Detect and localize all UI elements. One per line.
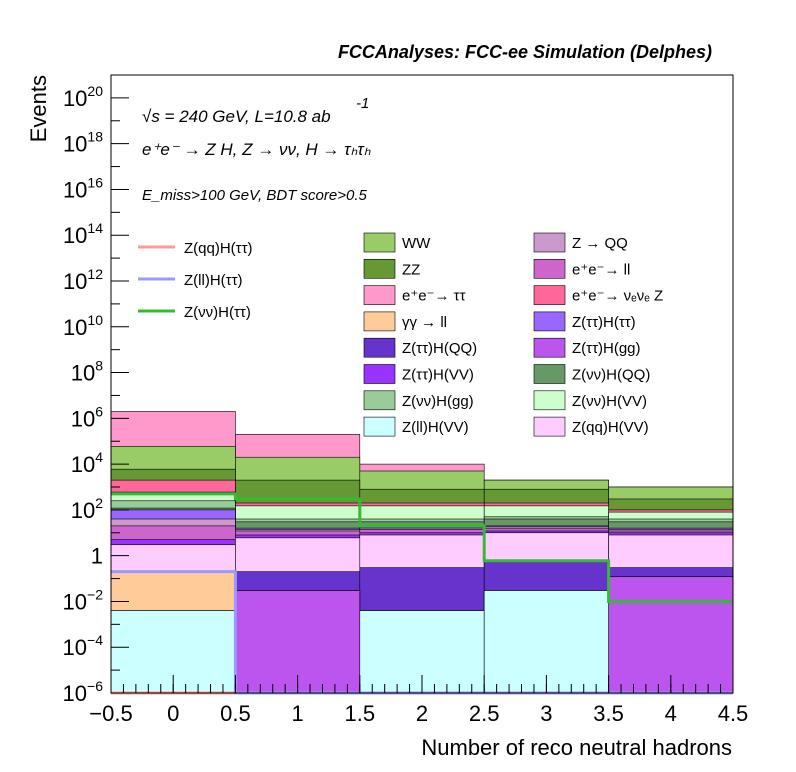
legend-swatch <box>363 258 396 279</box>
x-tick-label: 3.5 <box>593 701 624 726</box>
energy-exponent: -1 <box>356 95 369 112</box>
y-tick-label: 106 <box>71 403 103 431</box>
y-tick-label: 10−6 <box>63 678 104 706</box>
x-axis-title: Number of reco neutral hadrons <box>421 735 732 760</box>
legend-label: Z(ττ)H(VV) <box>402 367 474 384</box>
x-tick-label: 4 <box>665 701 677 726</box>
bar-z-h-gg-bin4 <box>608 576 734 694</box>
legend-label: WW <box>402 235 431 252</box>
legend-label: Z → QQ <box>572 235 628 252</box>
legend-swatch <box>533 364 566 384</box>
legend-label: e⁺e⁻→ νₑνₑ Z <box>572 288 663 305</box>
y-tick-label: 1020 <box>63 83 103 111</box>
x-tick-label: −0.5 <box>89 701 132 726</box>
y-tick-labels: 10−6 10−4 10−2 1 102 104 106 108 1010 1012 1014 101… <box>63 83 104 706</box>
legend: Z(qq)H(ττ) Z(ll)H(ττ) Z(νν)H(ττ) WW ZZ e⁺e⁻→ … <box>138 232 663 437</box>
y-tick-label: 1016 <box>63 174 103 202</box>
chart-title: FCCAnalyses: FCC-ee Simulation (Delphes) <box>338 42 712 62</box>
legend-swatch <box>363 232 396 253</box>
legend-swatch <box>533 416 566 437</box>
y-tick-label: 1012 <box>63 266 103 294</box>
legend-label: e⁺e⁻→ ll <box>572 261 630 278</box>
x-tick-label: 0 <box>167 701 179 726</box>
legend-label: γγ → ll <box>402 314 447 331</box>
x-tick-label: 4.5 <box>718 701 749 726</box>
axis-ticks <box>110 74 734 694</box>
y-tick-label: 1010 <box>63 312 103 340</box>
legend-swatch <box>533 311 566 332</box>
y-tick-label: 1014 <box>63 220 103 248</box>
x-tick-label: 1 <box>291 701 303 726</box>
legend-label: Z(νν)H(ττ) <box>184 304 251 321</box>
legend-swatch <box>533 285 566 305</box>
legend-label: Z(νν)H(VV) <box>572 393 647 410</box>
legend-label: Z(ττ)H(gg) <box>572 340 641 357</box>
process-label: e⁺e⁻ → Z H, Z → νν, H → τₕτₕ <box>142 140 371 159</box>
y-axis-title: Events <box>26 75 51 142</box>
legend-swatch <box>363 285 396 305</box>
legend-swatch <box>363 337 396 358</box>
legend-swatch <box>363 416 396 437</box>
y-tick-label: 104 <box>71 449 103 477</box>
x-tick-label: 0.5 <box>220 701 251 726</box>
legend-swatch <box>363 364 396 384</box>
x-tick-label: 1.5 <box>345 701 376 726</box>
legend-label: e⁺e⁻→ ττ <box>402 288 466 305</box>
y-tick-label: 1 <box>91 544 103 569</box>
legend-swatch <box>363 390 396 411</box>
legend-label: Z(νν)H(QQ) <box>572 367 650 384</box>
stacked-bars <box>110 411 734 694</box>
legend-label: Z(νν)H(gg) <box>402 393 474 410</box>
legend-swatch <box>363 311 396 332</box>
legend-label: ZZ <box>402 261 420 278</box>
legend-label: Z(qq)H(ττ) <box>184 240 253 257</box>
legend-label: Z(ττ)H(ττ) <box>572 314 636 331</box>
legend-swatch <box>533 258 566 279</box>
legend-swatch <box>533 232 566 253</box>
legend-swatch <box>533 390 566 411</box>
y-tick-label: 1018 <box>63 129 103 157</box>
energy-label: √s = 240 GeV, L=10.8 ab <box>142 107 331 126</box>
x-tick-label: 2 <box>416 701 428 726</box>
annotation-block: √s = 240 GeV, L=10.8 ab -1 e⁺e⁻ → Z H, Z… <box>142 95 371 204</box>
x-tick-label: 2.5 <box>469 701 500 726</box>
y-tick-label: 102 <box>71 495 103 523</box>
y-tick-label: 10−2 <box>63 586 104 614</box>
y-tick-label: 10−4 <box>63 632 104 660</box>
selection-label: E_miss>100 GeV, BDT score>0.5 <box>142 187 367 204</box>
y-tick-label: 108 <box>71 358 103 386</box>
legend-label: Z(ll)H(VV) <box>402 419 469 436</box>
x-tick-label: 3 <box>540 701 552 726</box>
x-tick-labels: −0.5 0 0.5 1 1.5 2 2.5 3 3.5 4 4.5 <box>89 701 748 726</box>
legend-label: Z(ll)H(ττ) <box>184 272 243 289</box>
legend-label: Z(qq)H(VV) <box>572 419 649 436</box>
legend-label: Z(ττ)H(QQ) <box>402 340 477 357</box>
legend-swatch <box>533 337 566 358</box>
signal-line-z-h <box>111 492 733 603</box>
